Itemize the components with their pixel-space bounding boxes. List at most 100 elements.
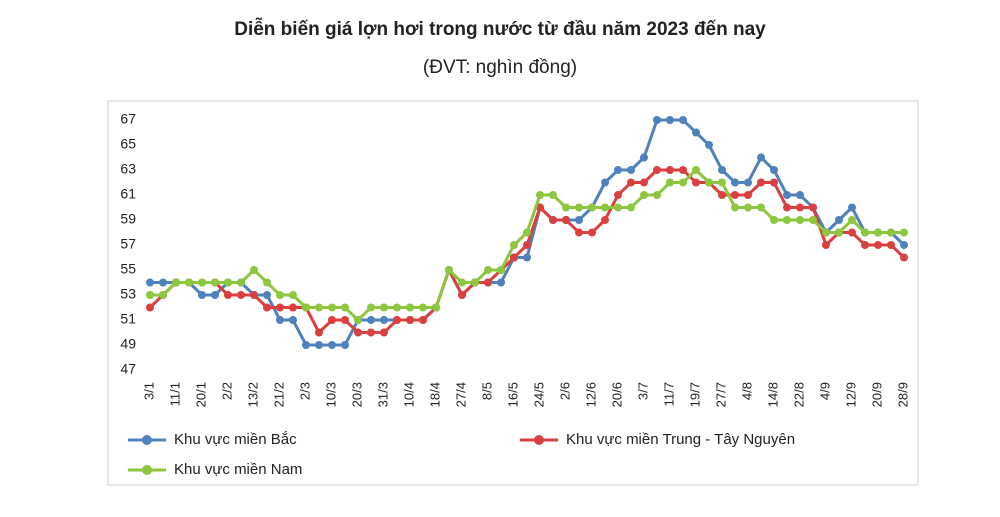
point bbox=[679, 166, 687, 174]
legend-label: Khu vực miền Trung - Tây Nguyên bbox=[566, 431, 795, 448]
plot-frame bbox=[107, 100, 919, 486]
x-tick-label: 31/3 bbox=[375, 382, 390, 407]
point bbox=[887, 228, 895, 237]
point bbox=[263, 291, 271, 299]
y-tick-label: 63 bbox=[120, 161, 136, 177]
point bbox=[328, 316, 336, 324]
x-tick-label: 2/6 bbox=[557, 382, 572, 400]
point bbox=[705, 178, 713, 187]
point bbox=[692, 166, 700, 174]
point bbox=[627, 166, 635, 174]
point bbox=[562, 203, 570, 212]
point bbox=[731, 178, 739, 187]
point bbox=[263, 278, 271, 287]
legend-label: Khu vực miền Nam bbox=[174, 461, 302, 478]
chart-title: Diễn biến giá lợn hơi trong nước từ đầu … bbox=[234, 18, 766, 40]
x-tick-label: 13/2 bbox=[245, 382, 260, 407]
x-tick-label: 2/2 bbox=[219, 382, 234, 400]
point bbox=[770, 166, 778, 174]
point bbox=[640, 191, 648, 199]
point bbox=[302, 303, 310, 312]
x-tick-label: 20/1 bbox=[193, 382, 208, 407]
point bbox=[588, 203, 596, 212]
point bbox=[497, 266, 505, 274]
point bbox=[562, 216, 570, 224]
point bbox=[432, 303, 440, 312]
point bbox=[770, 178, 778, 187]
y-tick-label: 67 bbox=[120, 111, 136, 127]
point bbox=[419, 303, 427, 312]
point bbox=[146, 303, 154, 312]
point bbox=[575, 216, 583, 224]
point bbox=[523, 241, 531, 249]
point bbox=[822, 228, 830, 237]
point bbox=[289, 316, 297, 324]
legend-label: Khu vực miền Bắc bbox=[174, 431, 297, 448]
point bbox=[536, 203, 544, 212]
x-tick-label: 20/6 bbox=[609, 382, 624, 407]
point bbox=[640, 178, 648, 187]
point bbox=[900, 241, 908, 249]
point bbox=[341, 316, 349, 324]
legend-marker bbox=[142, 435, 152, 445]
y-tick-label: 61 bbox=[120, 186, 136, 202]
point bbox=[770, 216, 778, 224]
x-tick-label: 3/7 bbox=[635, 382, 650, 400]
point bbox=[510, 241, 518, 249]
point bbox=[276, 303, 284, 312]
point bbox=[146, 278, 154, 287]
point bbox=[276, 316, 284, 324]
point bbox=[445, 266, 453, 274]
point bbox=[627, 178, 635, 187]
y-tick-label: 65 bbox=[120, 136, 136, 152]
point bbox=[601, 203, 609, 212]
point bbox=[874, 228, 882, 237]
point bbox=[692, 128, 700, 137]
point bbox=[380, 316, 388, 324]
x-tick-label: 12/6 bbox=[583, 382, 598, 407]
point bbox=[718, 178, 726, 187]
point bbox=[380, 303, 388, 312]
x-tick-label: 3/1 bbox=[141, 382, 156, 400]
point bbox=[666, 116, 674, 124]
x-tick-label: 19/7 bbox=[687, 382, 702, 407]
point bbox=[640, 153, 648, 162]
x-tick-label: 18/4 bbox=[427, 382, 442, 407]
point bbox=[900, 228, 908, 237]
point bbox=[731, 191, 739, 199]
point bbox=[796, 203, 804, 212]
point bbox=[627, 203, 635, 212]
point bbox=[757, 153, 765, 162]
point bbox=[614, 166, 622, 174]
point bbox=[783, 216, 791, 224]
point bbox=[484, 278, 492, 287]
point bbox=[328, 303, 336, 312]
point bbox=[822, 241, 830, 249]
x-tick-label: 12/9 bbox=[843, 382, 858, 407]
x-tick-label: 24/5 bbox=[531, 382, 546, 407]
point bbox=[718, 166, 726, 174]
x-tick-label: 4/9 bbox=[817, 382, 832, 400]
point bbox=[458, 291, 466, 299]
legend-marker bbox=[534, 435, 544, 445]
point bbox=[159, 291, 167, 299]
point bbox=[653, 191, 661, 199]
x-tick-label: 11/1 bbox=[167, 382, 182, 406]
y-tick-label: 51 bbox=[120, 311, 136, 327]
point bbox=[380, 328, 388, 337]
point bbox=[471, 278, 479, 287]
point bbox=[354, 328, 362, 337]
point bbox=[614, 203, 622, 212]
point bbox=[289, 291, 297, 299]
point bbox=[835, 228, 843, 237]
y-tick-label: 53 bbox=[120, 286, 136, 302]
point bbox=[367, 328, 375, 337]
x-tick-label: 10/4 bbox=[401, 382, 416, 407]
x-tick-label: 22/8 bbox=[791, 382, 806, 407]
point bbox=[900, 253, 908, 262]
x-tick-label: 2/3 bbox=[297, 382, 312, 400]
point bbox=[237, 291, 245, 299]
point bbox=[523, 253, 531, 262]
point bbox=[484, 266, 492, 274]
